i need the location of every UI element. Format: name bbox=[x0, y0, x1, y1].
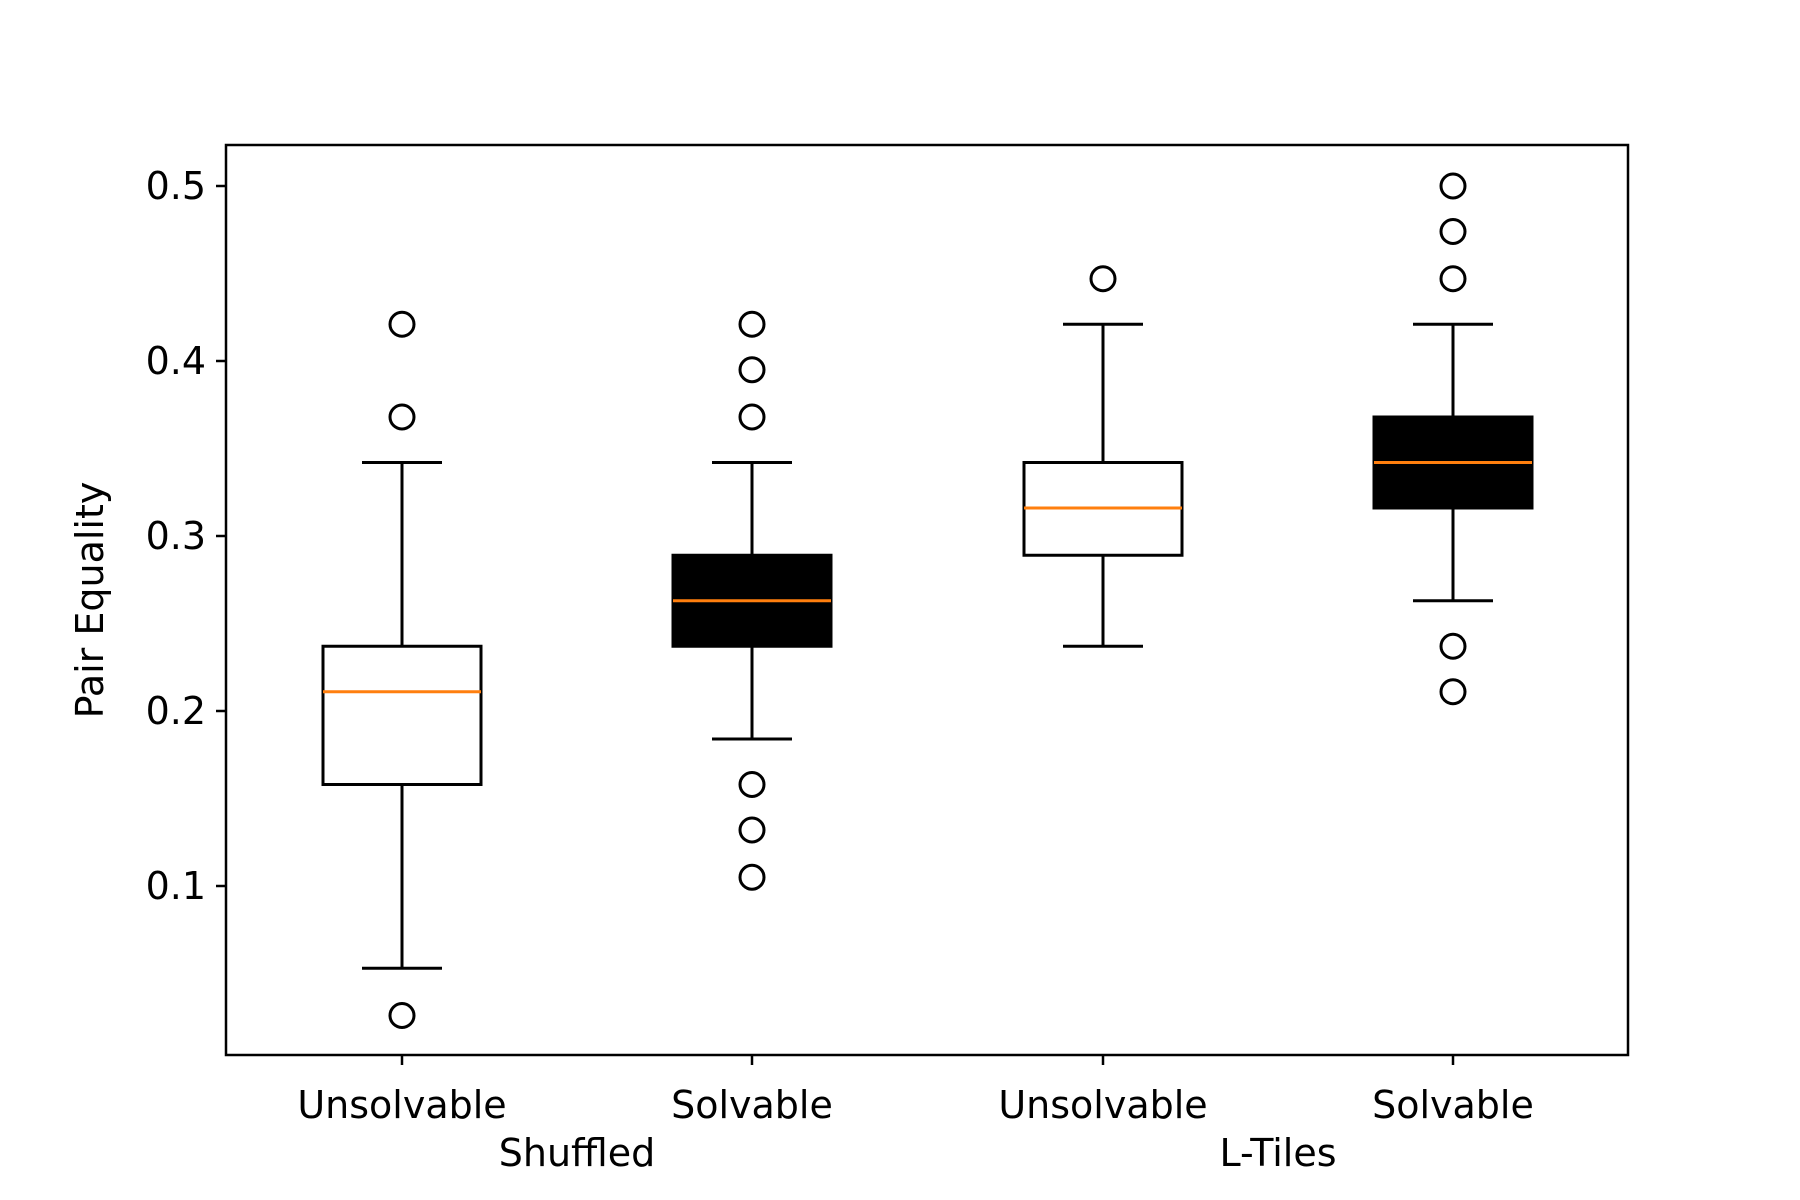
y-tick-label: 0.5 bbox=[146, 164, 206, 208]
outlier-point bbox=[738, 310, 766, 338]
x-tick-label: Solvable bbox=[1372, 1083, 1534, 1127]
y-tick-label: 0.1 bbox=[146, 864, 206, 908]
plot-area bbox=[321, 172, 1534, 1029]
outlier-point bbox=[388, 310, 416, 338]
outlier-point bbox=[1439, 678, 1467, 706]
box-series-0 bbox=[321, 310, 483, 1029]
y-tick-label: 0.3 bbox=[146, 514, 206, 558]
y-tick-label: 0.4 bbox=[146, 339, 206, 383]
outlier-point bbox=[1439, 265, 1467, 293]
box-series-3 bbox=[1372, 172, 1534, 706]
outlier-point bbox=[388, 403, 416, 431]
outlier-point bbox=[738, 863, 766, 891]
x-tick-label: Solvable bbox=[671, 1083, 833, 1127]
outlier-point bbox=[738, 356, 766, 384]
group-label: Shuffled bbox=[499, 1131, 656, 1175]
outlier-point bbox=[738, 771, 766, 798]
y-tick-label: 0.2 bbox=[146, 689, 206, 733]
axes: 0.1 0.2 0.3 0.4 0.5 Unsolvable Solvable Unsolva… bbox=[68, 143, 1630, 1175]
outlier-point bbox=[738, 403, 766, 431]
outlier-point bbox=[738, 816, 766, 844]
box-series-2 bbox=[1022, 265, 1184, 648]
outlier-point bbox=[388, 1002, 416, 1029]
outlier-point bbox=[1439, 172, 1467, 200]
y-axis-label: Pair Equality bbox=[68, 482, 112, 719]
x-tick-label: Unsolvable bbox=[998, 1083, 1207, 1127]
outlier-point bbox=[1089, 265, 1117, 293]
x-tick-label: Unsolvable bbox=[297, 1083, 506, 1127]
group-label: L-Tiles bbox=[1219, 1131, 1336, 1175]
box-iqr bbox=[321, 644, 483, 786]
box-series-1 bbox=[671, 310, 833, 891]
outlier-point bbox=[1439, 218, 1467, 245]
outlier-point bbox=[1439, 632, 1467, 660]
axes-frame bbox=[224, 143, 1630, 1057]
